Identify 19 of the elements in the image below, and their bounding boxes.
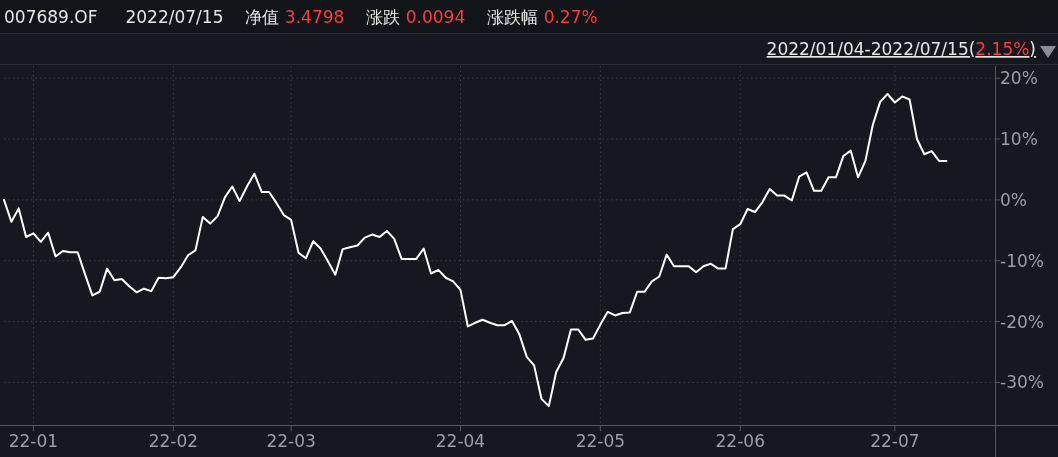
y-tick-label: 20%: [1000, 68, 1038, 89]
y-tick-label: -20%: [1000, 311, 1044, 332]
x-tick-label: 22-06: [715, 431, 765, 451]
y-tick-label: -30%: [1000, 372, 1044, 393]
x-tick-label: 22-05: [575, 431, 626, 451]
annotation: 2022/07/15: [125, 7, 224, 27]
annotation: 涨跌幅 0.27%: [487, 7, 598, 27]
y-tick-label: -10%: [1000, 250, 1044, 271]
title: 007689.OF: [4, 7, 98, 27]
y-tick-label: 0%: [1000, 189, 1027, 210]
annotation: 净值 3.4798: [245, 7, 345, 27]
x-tick-label: 22-01: [8, 431, 59, 451]
annotation: 涨跌 0.0094: [366, 7, 466, 27]
y-tick-label: 10%: [1000, 129, 1038, 150]
x-tick-label: 22-07: [870, 431, 920, 451]
x-tick-label: 22-04: [435, 431, 486, 451]
x-tick-label: 22-03: [266, 431, 316, 451]
x-tick-label: 22-02: [148, 431, 199, 451]
subtitle: 2022/01/04-2022/07/15(2.15%): [766, 39, 1036, 59]
